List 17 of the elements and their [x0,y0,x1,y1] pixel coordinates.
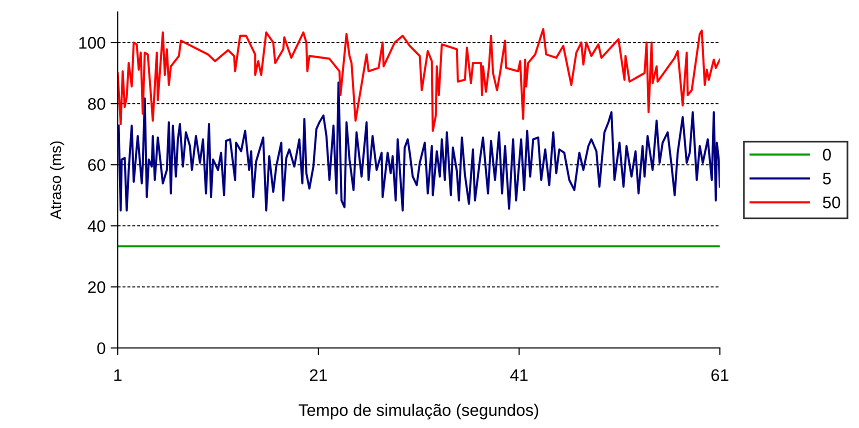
legend-label: 0 [822,148,831,161]
y-tick-label: 40 [88,220,106,232]
x-tick-label: 1 [114,369,122,381]
y-tick-label: 0 [97,342,106,354]
y-tick-label: 100 [79,36,106,49]
line-series [118,28,720,132]
legend-label: 5 [822,172,831,184]
y-tick-label: 20 [88,281,106,294]
y-axis-title: Atraso (ms) [50,141,64,220]
x-axis-title: Tempo de simulação (segundos) [298,404,538,420]
line-series [118,81,720,212]
legend-label: 50 [822,196,840,208]
y-tick-label: 60 [88,159,106,171]
x-tick-label: 21 [310,369,327,381]
x-tick-label: 41 [510,369,528,381]
y-tick-label: 80 [88,98,106,110]
x-tick-label: 61 [711,369,728,382]
